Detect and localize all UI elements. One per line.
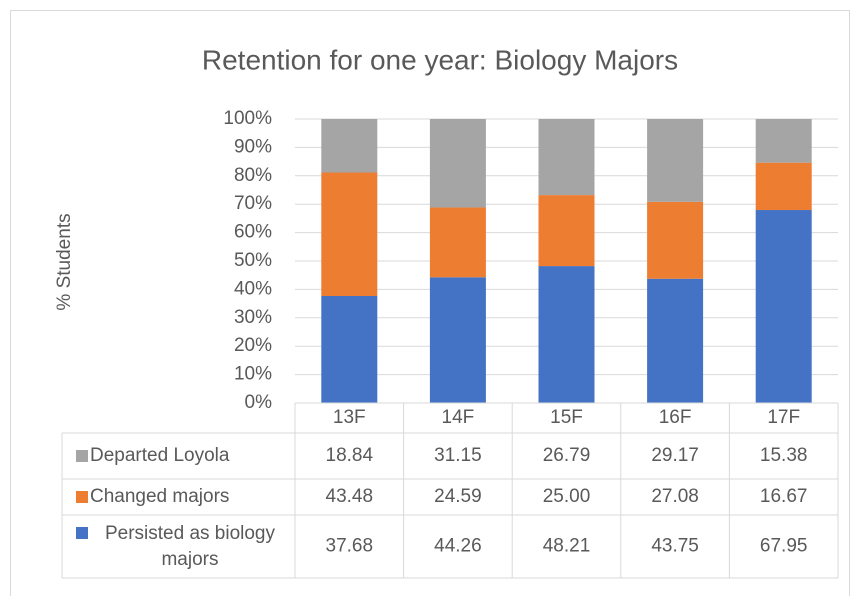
- y-tick-label: 100%: [223, 108, 272, 129]
- y-tick-label: 70%: [234, 193, 272, 214]
- legend-label: Persisted as biology majors: [104, 522, 276, 570]
- table-value: 18.84: [326, 445, 374, 466]
- legend-key: [76, 491, 88, 503]
- bar-segment: [755, 119, 812, 163]
- chart-title: Retention for one year: Biology Majors: [202, 44, 678, 75]
- bar-segment: [321, 295, 378, 403]
- table-value: 48.21: [543, 536, 591, 557]
- table-value: 67.95: [760, 536, 808, 557]
- y-tick-label: 80%: [234, 165, 272, 186]
- table-value: 43.48: [326, 486, 374, 507]
- table-value: 29.17: [651, 445, 699, 466]
- y-tick-label: 10%: [234, 364, 272, 385]
- bar-segment: [755, 162, 812, 211]
- x-tick-label: 13F: [333, 407, 366, 428]
- x-tick-label: 17F: [767, 407, 800, 428]
- bar-segment: [321, 172, 378, 296]
- x-tick-label: 15F: [550, 407, 583, 428]
- legend-key: [76, 450, 88, 462]
- y-tick-label: 90%: [234, 136, 272, 157]
- table-value: 16.67: [760, 486, 808, 507]
- bar-segment: [538, 195, 595, 267]
- bar-segment: [429, 119, 486, 208]
- bar-segment: [429, 277, 486, 403]
- table-value: 24.59: [434, 486, 482, 507]
- legend-label-box: Persisted as biology majors: [104, 522, 276, 570]
- y-tick-label: 40%: [234, 278, 272, 299]
- table-value: 26.79: [543, 445, 591, 466]
- table-value: 37.68: [326, 536, 374, 557]
- legend-label: Departed Loyola: [90, 445, 230, 466]
- x-tick-label: 16F: [659, 407, 692, 428]
- bar-segment: [321, 119, 378, 173]
- y-axis-label: % Students: [54, 213, 75, 310]
- table-value: 27.08: [651, 486, 699, 507]
- bar-segment: [647, 201, 704, 279]
- bar-segment: [647, 278, 704, 403]
- bar-segment: [538, 119, 595, 196]
- y-tick-label: 30%: [234, 307, 272, 328]
- bar-segment: [647, 119, 704, 202]
- table-value: 25.00: [543, 486, 591, 507]
- y-tick-label: 60%: [234, 222, 272, 243]
- legend-label: Changed majors: [90, 486, 230, 507]
- bar-segment: [538, 266, 595, 403]
- legend-key: [76, 527, 88, 539]
- bar-segment: [755, 210, 812, 403]
- y-tick-label: 20%: [234, 335, 272, 356]
- bar-segment: [429, 207, 486, 278]
- y-tick-label: 0%: [245, 392, 273, 413]
- legend-label-box: Changed majors: [90, 486, 230, 507]
- table-value: 31.15: [434, 445, 482, 466]
- legend-label-box: Departed Loyola: [90, 445, 230, 466]
- table-value: 44.26: [434, 536, 482, 557]
- table-value: 43.75: [651, 536, 699, 557]
- y-tick-label: 50%: [234, 250, 272, 271]
- x-tick-label: 14F: [442, 407, 475, 428]
- table-value: 15.38: [760, 445, 808, 466]
